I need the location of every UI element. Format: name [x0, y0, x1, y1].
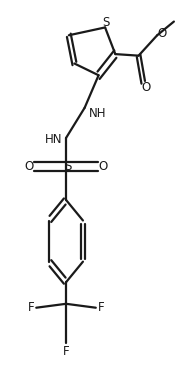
Text: F: F: [27, 301, 34, 314]
Text: S: S: [102, 16, 110, 29]
Text: F: F: [63, 345, 69, 358]
Text: O: O: [25, 160, 34, 173]
Text: F: F: [98, 301, 105, 314]
Text: HN: HN: [45, 133, 63, 147]
Text: O: O: [141, 81, 151, 94]
Text: NH: NH: [89, 107, 106, 120]
Text: O: O: [157, 27, 166, 40]
Text: S: S: [65, 160, 72, 173]
Text: O: O: [98, 160, 108, 173]
